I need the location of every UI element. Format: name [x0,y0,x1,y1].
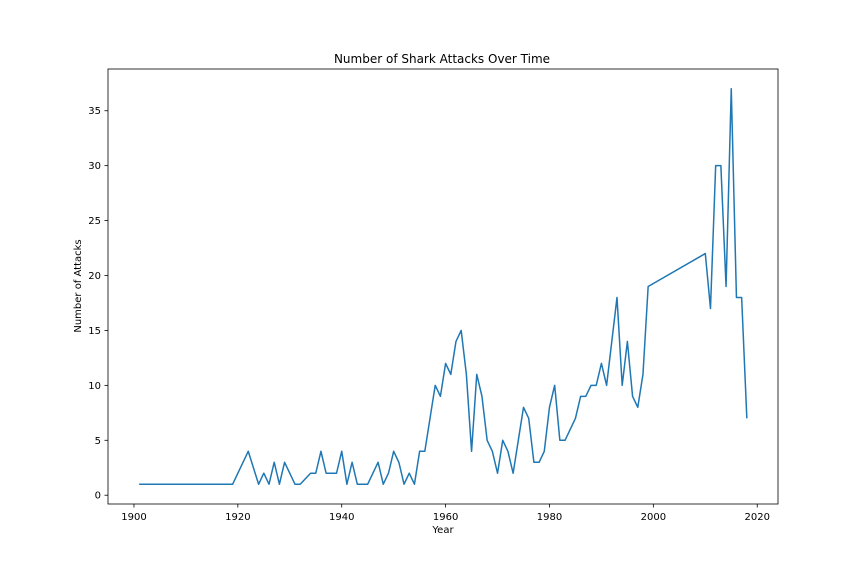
y-tick-label: 20 [88,271,101,282]
y-tick-label: 10 [88,381,101,392]
y-tick-label: 0 [95,491,101,502]
y-tick-label: 5 [95,436,101,447]
series-line [139,88,748,485]
plot-area [139,88,748,485]
x-axis-label: Year [431,525,454,536]
y-tick-label: 25 [88,216,101,227]
y-tick-label: 30 [88,161,101,172]
x-axis-ticks: 1900 1920 1940 1960 1980 2000 2020 [121,504,770,523]
y-tick-label: 15 [88,326,101,337]
axes-frame [107,68,779,505]
chart-title: Number of Shark Attacks Over Time [334,52,550,66]
x-tick-label: 1960 [433,512,458,523]
y-axis-ticks: 0 5 10 15 20 25 30 35 [88,106,108,502]
x-tick-label: 1900 [121,512,146,523]
x-tick-label: 2020 [744,512,769,523]
x-tick-label: 1980 [537,512,562,523]
y-tick-label: 35 [88,106,101,117]
x-tick-label: 1920 [225,512,250,523]
x-tick-label: 1940 [329,512,354,523]
y-axis-label: Number of Attacks [73,239,84,332]
x-tick-label: 2000 [641,512,666,523]
